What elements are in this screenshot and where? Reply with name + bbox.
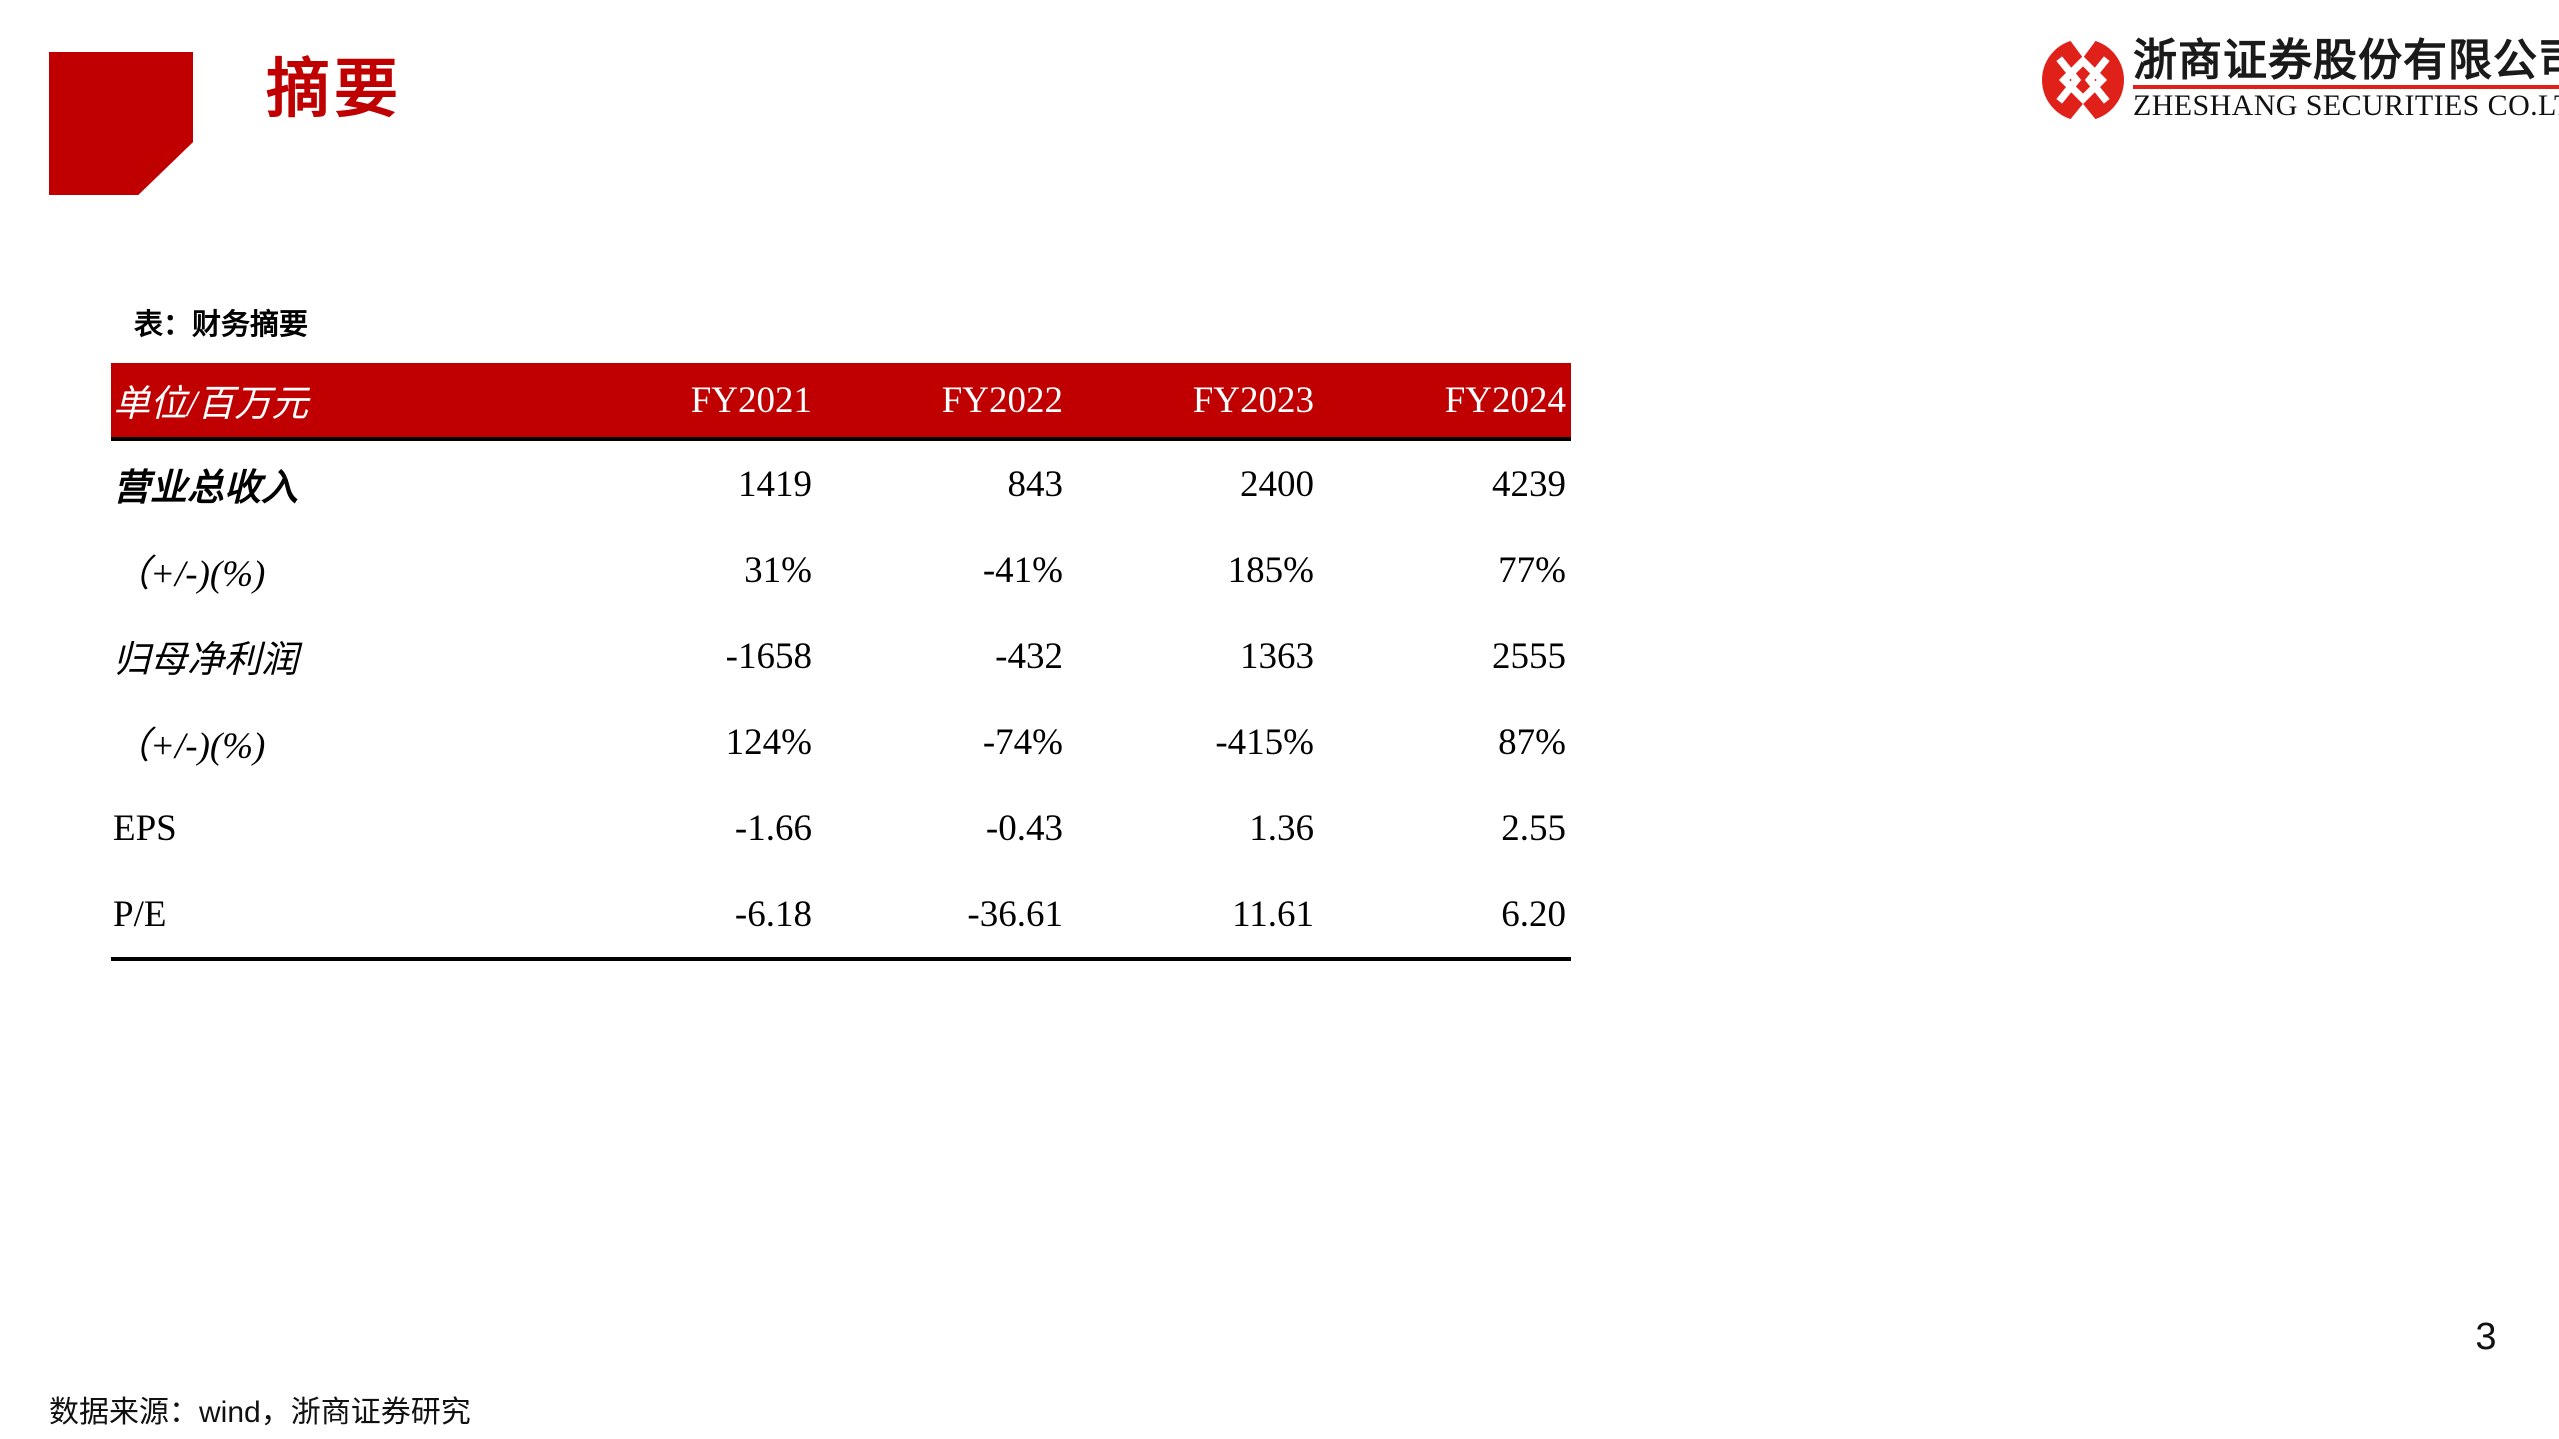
cell-value: 2.55: [1501, 807, 1566, 849]
table-caption: 表：财务摘要: [134, 309, 309, 341]
row-label: （+/-)(%): [113, 726, 266, 767]
cell-value: -1.66: [734, 807, 812, 849]
cell-value: 31%: [744, 549, 812, 591]
company-logo: 浙商证券股份有限公司 ZHESHANG SECURITIES CO.LTD: [2042, 38, 2559, 122]
cell-value: -74%: [982, 721, 1063, 763]
cell-value: 1419: [738, 463, 812, 505]
cell-value: 2400: [1240, 463, 1314, 505]
column-header-fy2024: FY2024: [1319, 363, 1571, 441]
row-label: 归母净利润: [113, 640, 298, 681]
table-header-row: 单位/百万元 FY2021 FY2022 FY2023 FY2024: [111, 363, 1571, 441]
financial-summary-table: 单位/百万元 FY2021 FY2022 FY2023 FY2024 营业总收入…: [111, 363, 1571, 961]
cell-value: -1658: [725, 635, 812, 677]
column-header-unit: 单位/百万元: [111, 363, 565, 441]
cell-value: 1363: [1240, 635, 1314, 677]
cell-value: -415%: [1215, 721, 1314, 763]
cell-value: -0.43: [985, 807, 1063, 849]
company-name-en: ZHESHANG SECURITIES CO.LTD: [2133, 89, 2559, 122]
cell-value: 2555: [1492, 635, 1566, 677]
cell-value: -432: [995, 635, 1063, 677]
cell-value: 6.20: [1501, 893, 1566, 935]
page-title: 摘要: [266, 53, 402, 125]
cell-value: 185%: [1227, 549, 1314, 591]
cell-value: 124%: [725, 721, 812, 763]
cell-value: -36.61: [967, 893, 1063, 935]
table-row: （+/-)(%) 124% -74% -415% 87%: [111, 699, 1571, 785]
cell-value: 11.61: [1232, 893, 1314, 935]
cell-value: -41%: [982, 549, 1063, 591]
cell-value: 87%: [1498, 721, 1566, 763]
table-row: （+/-)(%) 31% -41% 185% 77%: [111, 527, 1571, 613]
table-row: P/E -6.18 -36.61 11.61 6.20: [111, 871, 1571, 959]
cell-value: 843: [1007, 463, 1064, 505]
cell-value: 1.36: [1249, 807, 1314, 849]
cell-value: 77%: [1498, 549, 1566, 591]
cell-value: -6.18: [734, 893, 812, 935]
table-row: EPS -1.66 -0.43 1.36 2.55: [111, 785, 1571, 871]
corner-accent-shape: [49, 52, 193, 195]
row-label: 营业总收入: [113, 468, 298, 509]
page-number: 3: [2475, 1316, 2497, 1358]
company-logo-icon: [2042, 39, 2124, 121]
column-header-fy2023: FY2023: [1068, 363, 1319, 441]
company-name-cn: 浙商证券股份有限公司: [2133, 36, 2559, 85]
data-source-note: 数据来源：wind，浙商证券研究: [49, 1396, 471, 1429]
row-label: EPS: [113, 807, 177, 849]
table-row: 归母净利润 -1658 -432 1363 2555: [111, 613, 1571, 699]
cell-value: 4239: [1492, 463, 1566, 505]
company-logo-text: 浙商证券股份有限公司 ZHESHANG SECURITIES CO.LTD: [2133, 38, 2559, 122]
logo-underline: [2133, 85, 2559, 89]
row-label: P/E: [113, 893, 167, 935]
column-header-fy2022: FY2022: [817, 363, 1068, 441]
table-row: 营业总收入 1419 843 2400 4239: [111, 439, 1571, 527]
row-label: （+/-)(%): [113, 554, 266, 595]
column-header-fy2021: FY2021: [565, 363, 817, 441]
